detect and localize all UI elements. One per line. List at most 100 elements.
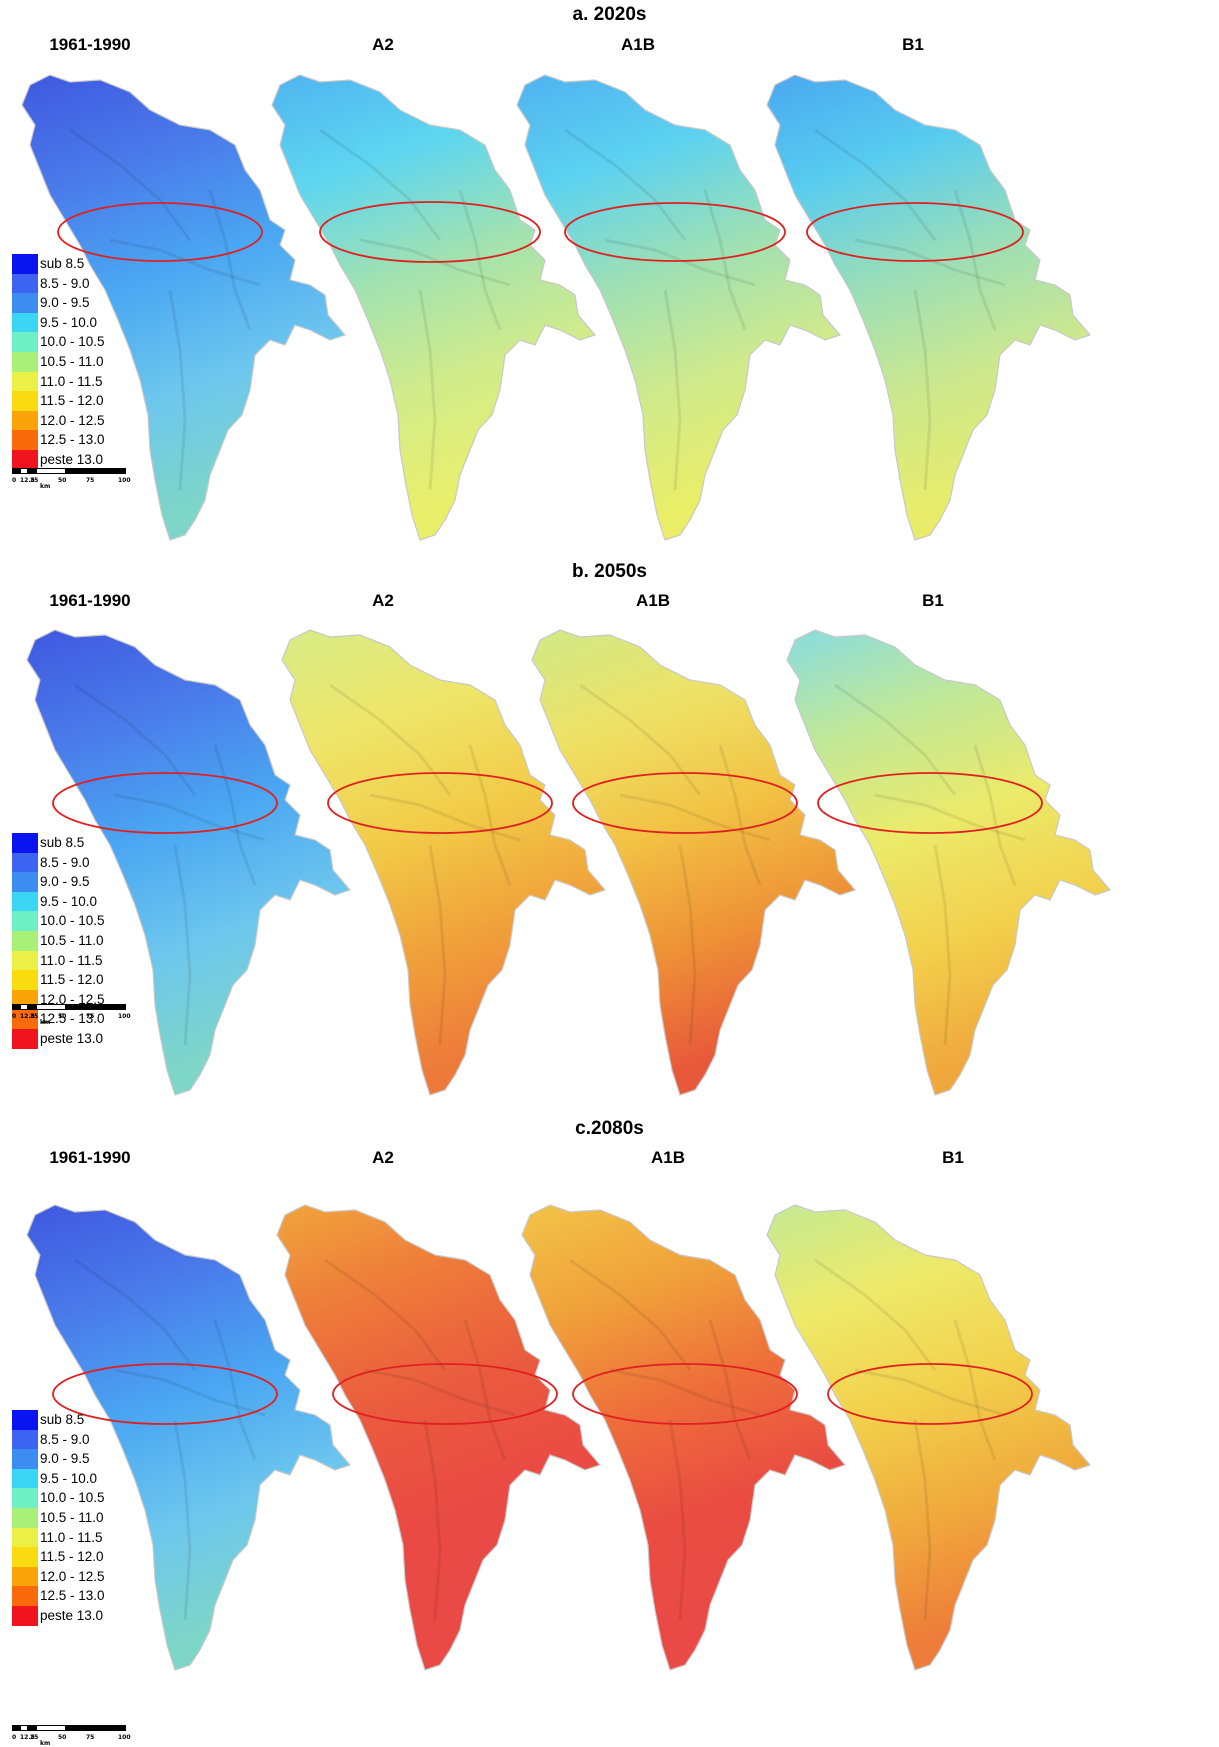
legend-label: 10.0 - 10.5	[40, 1490, 105, 1506]
river-line	[168, 289, 187, 491]
temperature-legend: sub 8.5 8.5 - 9.0 9.0 - 9.5 9.5 - 10.0 10.0 …	[12, 1410, 105, 1626]
river-line	[619, 793, 771, 842]
river-line	[74, 683, 197, 796]
map-title-a1b: A1B	[620, 35, 655, 54]
river-line	[458, 189, 502, 331]
legend-label: 12.0 - 12.5	[40, 1568, 105, 1584]
temperature-map-baseline	[26, 629, 352, 1096]
temperature-map-b1	[766, 1204, 1092, 1671]
legend-swatch	[12, 430, 38, 450]
scale-tick-label: 100	[118, 477, 131, 484]
scale-segment	[66, 1725, 96, 1731]
legend-swatch	[12, 1586, 38, 1606]
river-line	[428, 844, 447, 1046]
river-line	[173, 844, 192, 1046]
legend-item: 11.5 - 12.0	[12, 391, 105, 411]
scale-segment	[12, 468, 20, 474]
legend-swatch	[12, 1605, 38, 1626]
legend-item: 12.5 - 13.0	[12, 430, 105, 450]
legend-swatch	[12, 1449, 38, 1469]
legend-swatch	[12, 930, 38, 951]
river-line	[953, 1319, 997, 1461]
river-line	[708, 1319, 752, 1461]
river-line	[569, 1258, 692, 1371]
scale-segment	[36, 468, 66, 474]
river-line	[874, 793, 1026, 842]
river-line	[913, 1419, 932, 1621]
river-line	[953, 189, 997, 331]
map-title-b1: B1	[942, 1148, 964, 1167]
panel-title: c.2080s	[575, 1118, 644, 1139]
river-line	[834, 683, 957, 796]
legend-item: 8.5 - 9.0	[12, 273, 105, 294]
scale-tick-label: 75	[86, 1013, 95, 1020]
legend-item: 9.5 - 10.0	[12, 891, 105, 912]
legend-label: sub 8.5	[40, 1412, 85, 1427]
river-line	[173, 1419, 192, 1621]
scale-segment	[28, 468, 36, 474]
scale-bar: 0 12.5 25 50 75 100 km	[12, 1004, 131, 1026]
legend-item: 10.5 - 11.0	[12, 351, 105, 372]
legend-label: 12.5 - 13.0	[40, 1588, 105, 1604]
legend-item: peste 13.0	[12, 1028, 105, 1049]
river-line	[703, 189, 747, 331]
scale-tick-label: 75	[86, 477, 95, 484]
legend-swatch	[12, 1566, 38, 1587]
temperature-map-a2	[276, 1204, 602, 1671]
scale-tick-label: 50	[58, 477, 67, 484]
scale-tick-label: 25	[30, 477, 39, 484]
scale-tick-label: 100	[118, 1013, 131, 1020]
legend-label: peste 13.0	[40, 451, 104, 467]
scale-segment	[96, 1004, 126, 1010]
country-outline	[276, 1204, 602, 1671]
legend-swatch	[12, 891, 38, 912]
legend-item: 9.5 - 10.0	[12, 312, 105, 333]
legend-label: peste 13.0	[40, 1030, 104, 1046]
legend-swatch	[12, 950, 38, 971]
legend-swatch	[12, 852, 38, 873]
legend-swatch	[12, 911, 38, 931]
legend-item: 11.5 - 12.0	[12, 970, 105, 990]
scale-segment	[96, 1725, 126, 1731]
scale-segment	[12, 1004, 20, 1010]
temperature-legend: sub 8.5 8.5 - 9.0 9.0 - 9.5 9.5 - 10.0 10.0 …	[12, 254, 105, 470]
legend-label: sub 8.5	[40, 256, 85, 271]
legend-swatch	[12, 833, 38, 853]
highlight-ellipse	[52, 1363, 278, 1425]
temperature-map-a1b	[531, 629, 857, 1096]
country-outline	[26, 1204, 352, 1671]
highlight-ellipse	[572, 1363, 798, 1425]
legend-label: 10.0 - 10.5	[40, 334, 105, 350]
scale-tick-label: 50	[58, 1013, 67, 1020]
river-line	[913, 289, 932, 491]
legend-item: 8.5 - 9.0	[12, 852, 105, 873]
scale-tick-label: 0	[12, 1013, 17, 1020]
legend-swatch	[12, 410, 38, 431]
river-line	[663, 289, 682, 491]
temperature-map-baseline	[21, 74, 347, 541]
river-line	[718, 744, 762, 886]
country-outline	[26, 629, 352, 1096]
river-line	[854, 1368, 1006, 1417]
river-line	[74, 1258, 197, 1371]
map-title-a1b: A1B	[650, 1148, 685, 1167]
legend-label: sub 8.5	[40, 835, 85, 850]
scale-segment	[20, 468, 28, 474]
scale-segment	[28, 1004, 36, 1010]
scale-segment	[36, 1725, 66, 1731]
country-outline	[766, 1204, 1092, 1671]
legend-label: 11.5 - 12.0	[40, 972, 104, 988]
highlight-ellipse	[564, 202, 786, 262]
country-outline	[281, 629, 607, 1096]
country-outline	[531, 629, 857, 1096]
legend-label: 10.0 - 10.5	[40, 913, 105, 929]
river-line	[213, 1319, 257, 1461]
legend-label: 10.5 - 11.0	[40, 932, 104, 948]
highlight-ellipse	[52, 772, 278, 834]
scale-segment	[96, 468, 126, 474]
scale-segment	[66, 1004, 96, 1010]
river-line	[213, 744, 257, 886]
legend-swatch	[12, 1507, 38, 1528]
